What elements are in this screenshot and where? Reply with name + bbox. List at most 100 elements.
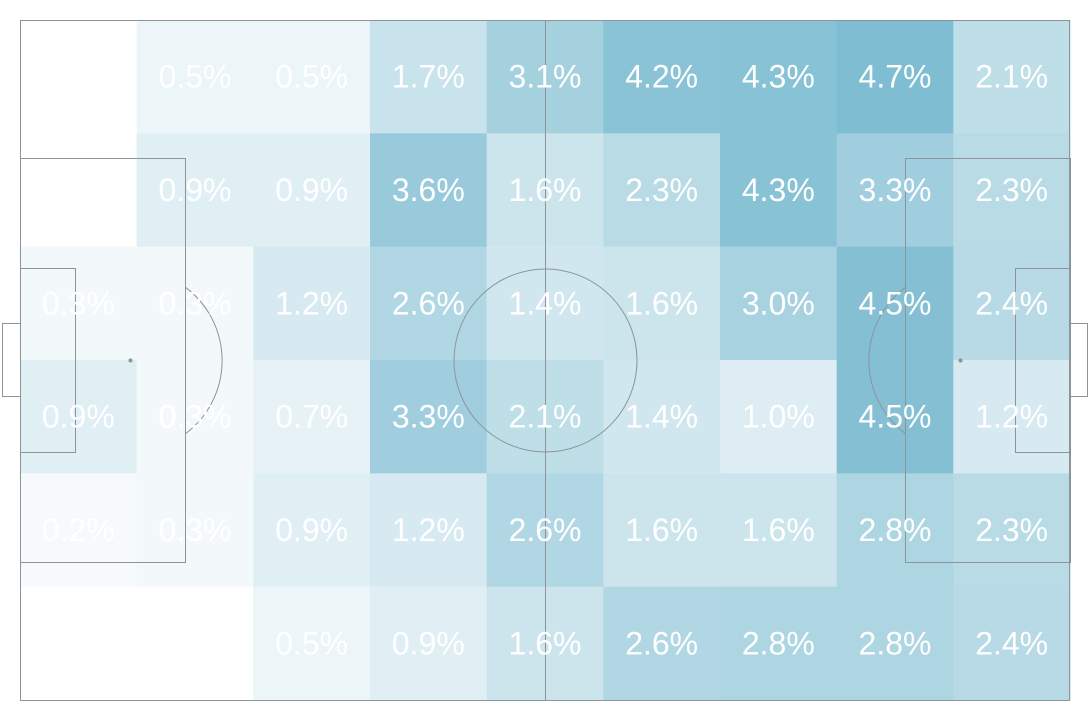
heatmap-cell: [253, 586, 371, 701]
pitch-markings: [2, 20, 1088, 701]
heatmap-cell: [20, 246, 138, 361]
cell-value-label: 3.0%: [742, 285, 815, 321]
heatmap-cell: [603, 586, 721, 701]
heatmap-cell: [603, 133, 721, 248]
cell-value-label: 1.0%: [742, 399, 815, 435]
cell-value-label: 2.8%: [859, 625, 932, 661]
heatmap-cell: [836, 586, 954, 701]
cell-value-label: 0.7%: [275, 399, 348, 435]
cell-value-label: 1.2%: [975, 399, 1048, 435]
heatmap-cell: [720, 473, 838, 588]
cell-value-label: 1.6%: [509, 625, 582, 661]
heatmap-cell: [20, 473, 138, 588]
heatmap-cell: [720, 360, 838, 474]
cell-value-label: 4.3%: [742, 172, 815, 208]
heatmap-cell: [370, 473, 488, 588]
heatmap-cell: [603, 360, 721, 474]
cell-value-label: 2.1%: [509, 399, 582, 435]
heatmap-cell: [20, 133, 138, 248]
cell-value-label: 3.3%: [859, 172, 932, 208]
heatmap-cell: [720, 586, 838, 701]
heatmap-cell: [953, 586, 1071, 701]
cell-value-label: 4.5%: [859, 285, 932, 321]
cell-value-label: 1.6%: [625, 285, 698, 321]
cell-value-label: 2.3%: [625, 172, 698, 208]
heatmap-cell: [836, 20, 954, 134]
heatmap-cell: [603, 473, 721, 588]
cell-value-label: 1.2%: [392, 512, 465, 548]
cell-value-label: 0.5%: [275, 59, 348, 95]
heatmap-cell: [253, 133, 371, 248]
heatmap-cell: [953, 473, 1071, 588]
cell-value-label: 3.3%: [392, 399, 465, 435]
heatmap-cell: [953, 246, 1071, 361]
heatmap-cell: [720, 133, 838, 248]
cell-value-label: 3.1%: [509, 59, 582, 95]
right-goal: [1069, 323, 1088, 397]
cell-value-label: 0.3%: [159, 285, 232, 321]
heatmap-cell: [370, 20, 488, 134]
cell-value-label: 0.9%: [275, 172, 348, 208]
cell-value-label: 0.5%: [159, 59, 232, 95]
heatmap-cell: [836, 360, 954, 474]
heatmap-cell: [20, 586, 138, 701]
cell-value-label: 1.2%: [275, 285, 348, 321]
cell-value-label: 3.6%: [392, 172, 465, 208]
heatmap-cell: [720, 20, 838, 134]
heatmap-cell: [136, 20, 254, 134]
right-six-yard-box: [1015, 268, 1071, 453]
heatmap-cell: [836, 246, 954, 361]
right-penalty-arc: [868, 286, 906, 435]
cell-value-label: 0.3%: [42, 285, 115, 321]
heatmap-cell: [20, 20, 138, 134]
heatmap-cell: [603, 20, 721, 134]
cell-value-label: 2.3%: [975, 172, 1048, 208]
left-penalty-arc: [185, 286, 223, 435]
heatmap-cell: [370, 586, 488, 701]
heatmap-cell: [603, 246, 721, 361]
left-penalty-spot: [128, 358, 133, 363]
cell-value-label: 0.3%: [159, 399, 232, 435]
cell-value-label: 2.6%: [625, 625, 698, 661]
cell-value-label: 1.6%: [742, 512, 815, 548]
cell-value-label: 2.4%: [975, 285, 1048, 321]
heatmap-cell: [20, 360, 138, 474]
heatmap-cell: [836, 133, 954, 248]
cell-value-label: 4.3%: [742, 59, 815, 95]
cell-value-label: 1.4%: [509, 285, 582, 321]
heatmap-cell: [253, 360, 371, 474]
cell-value-label: 0.9%: [42, 399, 115, 435]
heatmap-cell: [836, 473, 954, 588]
cell-value-label: 1.6%: [625, 512, 698, 548]
cell-value-label: 2.4%: [975, 625, 1048, 661]
cell-value-label: 2.6%: [509, 512, 582, 548]
heatmap-cell: [370, 360, 488, 474]
heatmap-cell: [953, 20, 1071, 134]
heatmap-cell: [136, 586, 254, 701]
cell-value-label: 4.5%: [859, 399, 932, 435]
left-goal: [2, 323, 21, 397]
cell-value-label: 1.7%: [392, 59, 465, 95]
heatmap-cell: [253, 246, 371, 361]
center-circle: [453, 268, 638, 453]
heatmap-cell: [953, 133, 1071, 248]
cell-value-label: 4.7%: [859, 59, 932, 95]
cell-value-label: 1.4%: [625, 399, 698, 435]
cell-value-label: 0.9%: [159, 172, 232, 208]
cell-value-label: 2.6%: [392, 285, 465, 321]
cell-value-label: 2.8%: [859, 512, 932, 548]
cell-value-label: 0.9%: [275, 512, 348, 548]
cell-value-label: 1.6%: [509, 172, 582, 208]
cell-value-label: 2.3%: [975, 512, 1048, 548]
heatmap-cell: [136, 360, 254, 474]
heatmap-cell: [136, 473, 254, 588]
right-penalty-spot: [958, 358, 963, 363]
cell-value-label: 0.2%: [42, 512, 115, 548]
cell-value-label: 0.3%: [159, 512, 232, 548]
heatmap-cell: [136, 133, 254, 248]
heatmap-cell: [253, 20, 371, 134]
cell-value-label: 0.9%: [392, 625, 465, 661]
heatmap-labels: 0.5% 0.5% 1.7% 3.1% 4.2% 4.3% 4.7% 2.1% 0.9% 0.9%…: [42, 59, 1048, 662]
cell-value-label: 4.2%: [625, 59, 698, 95]
